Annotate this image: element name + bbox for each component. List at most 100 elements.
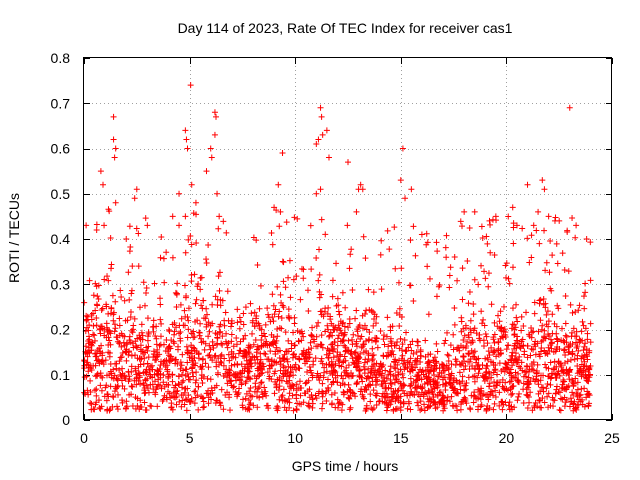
data-point <box>458 314 465 321</box>
data-point <box>137 304 143 311</box>
data-point <box>309 333 316 340</box>
data-point <box>496 389 503 396</box>
data-point <box>381 341 388 348</box>
data-point <box>220 406 227 413</box>
data-point <box>365 365 372 372</box>
data-point <box>584 336 591 343</box>
data-point <box>98 307 105 314</box>
data-point <box>494 323 501 330</box>
data-point <box>242 332 249 339</box>
data-point <box>387 401 394 408</box>
data-point <box>399 387 406 394</box>
data-point <box>180 322 187 329</box>
data-point <box>432 380 439 386</box>
data-point <box>291 314 298 321</box>
data-point <box>182 396 189 403</box>
data-point <box>384 227 391 234</box>
data-point <box>268 358 275 365</box>
data-point <box>260 330 267 337</box>
data-point <box>215 273 222 280</box>
data-point <box>561 266 568 273</box>
data-point <box>199 305 206 312</box>
data-point <box>230 350 237 357</box>
data-point <box>105 310 112 317</box>
data-point <box>584 356 591 363</box>
data-point <box>393 309 400 316</box>
data-point <box>152 391 159 398</box>
data-point <box>557 407 564 414</box>
data-point <box>541 334 548 341</box>
data-point <box>580 293 587 300</box>
data-point <box>407 375 414 382</box>
data-point <box>296 378 303 385</box>
data-point <box>380 336 387 343</box>
data-point <box>180 391 187 398</box>
data-point <box>461 208 468 215</box>
data-point <box>482 373 489 380</box>
data-point <box>492 213 499 220</box>
data-point <box>481 268 488 275</box>
data-point <box>358 374 365 381</box>
data-point <box>566 342 573 349</box>
data-point <box>223 366 230 373</box>
data-point <box>450 385 457 392</box>
data-point <box>462 382 469 389</box>
data-point <box>207 376 214 383</box>
data-point <box>538 404 545 411</box>
data-point <box>93 353 100 360</box>
data-point <box>466 289 473 296</box>
data-point <box>586 349 593 356</box>
data-point <box>498 398 505 405</box>
data-point <box>133 381 140 388</box>
data-point <box>266 373 273 380</box>
data-point <box>100 181 107 188</box>
data-point <box>354 356 361 363</box>
data-point <box>569 377 576 384</box>
data-point <box>450 379 457 386</box>
data-point <box>236 347 243 354</box>
data-point <box>213 397 220 404</box>
data-point <box>157 362 164 369</box>
data-point <box>509 305 516 312</box>
data-point <box>523 309 530 316</box>
data-point <box>171 331 178 338</box>
data-point <box>369 355 376 362</box>
data-point <box>248 363 255 370</box>
data-point <box>104 273 111 280</box>
data-point <box>129 263 136 270</box>
data-point <box>373 335 380 342</box>
data-point <box>456 361 463 368</box>
data-point <box>370 289 377 296</box>
data-point <box>491 400 498 407</box>
data-point <box>277 208 284 215</box>
data-point <box>479 235 486 242</box>
data-point <box>186 376 193 383</box>
data-point <box>219 341 226 348</box>
data-point <box>311 338 318 345</box>
data-point <box>490 369 497 376</box>
data-point <box>584 388 591 395</box>
data-point <box>537 317 544 324</box>
data-point <box>460 366 467 373</box>
data-point <box>293 381 300 388</box>
data-point <box>477 337 484 344</box>
data-point <box>106 327 113 334</box>
data-point <box>463 342 470 349</box>
data-point <box>83 373 90 380</box>
data-point <box>570 325 577 332</box>
data-point <box>116 322 123 329</box>
data-point <box>172 324 179 331</box>
data-point <box>254 261 261 268</box>
data-point <box>542 361 549 368</box>
data-point <box>530 222 537 229</box>
data-point <box>373 360 380 367</box>
data-point <box>541 186 548 193</box>
data-point <box>383 407 390 414</box>
data-point <box>516 390 523 397</box>
data-point <box>332 324 339 331</box>
data-point <box>362 255 369 262</box>
data-point <box>367 369 374 376</box>
data-point <box>570 407 577 414</box>
data-point <box>565 268 572 275</box>
data-point <box>525 394 532 401</box>
